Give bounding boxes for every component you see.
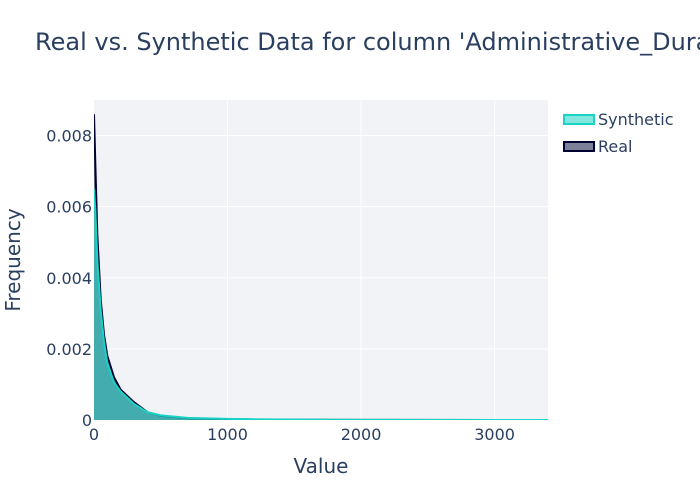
legend-label-synthetic[interactable]: Synthetic: [598, 110, 674, 129]
legend-swatch-synthetic[interactable]: [563, 114, 595, 125]
x-axis-title: Value: [294, 454, 349, 478]
y-tick-label: 0.004: [46, 269, 92, 288]
legend-swatch-real[interactable]: [563, 141, 595, 152]
series-line-synthetic: [94, 188, 548, 420]
y-tick-label: 0: [82, 411, 92, 430]
x-axis-ticks: 0 1000 2000 3000: [89, 425, 515, 444]
chart-title: Real vs. Synthetic Data for column 'Admi…: [35, 28, 700, 56]
legend-label-real[interactable]: Real: [598, 137, 633, 156]
x-tick-label: 3000: [474, 425, 515, 444]
y-axis-ticks: 0 0.002 0.004 0.006 0.008: [46, 127, 92, 430]
legend: Synthetic Real: [563, 110, 674, 156]
grid-lines: [94, 100, 548, 420]
x-tick-label: 0: [89, 425, 99, 444]
y-axis-title: Frequency: [1, 208, 25, 311]
y-tick-label: 0.006: [46, 198, 92, 217]
plot-area: [94, 100, 548, 420]
x-tick-label: 2000: [341, 425, 382, 444]
y-tick-label: 0.002: [46, 340, 92, 359]
y-tick-label: 0.008: [46, 127, 92, 146]
x-tick-label: 1000: [207, 425, 248, 444]
series-layer: [94, 114, 548, 420]
